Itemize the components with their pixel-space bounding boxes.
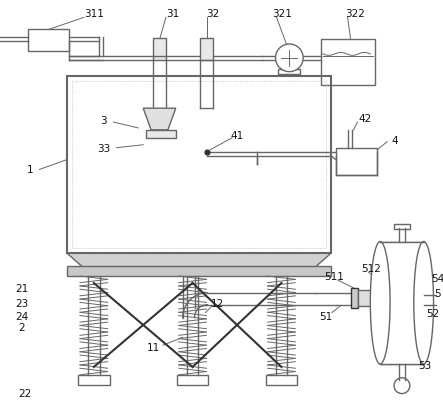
Text: 41: 41: [230, 130, 244, 141]
Text: 322: 322: [346, 9, 365, 19]
Text: 52: 52: [426, 308, 439, 318]
Text: 311: 311: [84, 9, 104, 19]
Ellipse shape: [370, 242, 390, 364]
Bar: [201, 39, 214, 61]
Text: 42: 42: [359, 114, 372, 124]
Text: 321: 321: [272, 9, 292, 19]
Bar: [321, 40, 375, 86]
Bar: [358, 290, 372, 306]
Bar: [380, 286, 388, 308]
Circle shape: [276, 45, 303, 72]
Bar: [67, 266, 331, 276]
Text: 24: 24: [15, 311, 28, 321]
Text: 1: 1: [26, 165, 33, 175]
Bar: [27, 30, 69, 52]
Text: 3: 3: [101, 116, 107, 126]
Bar: [146, 130, 176, 139]
Text: 5: 5: [434, 288, 441, 298]
Text: 33: 33: [97, 143, 110, 153]
Polygon shape: [143, 109, 176, 130]
Text: 53: 53: [418, 360, 431, 370]
Bar: [67, 77, 331, 254]
Polygon shape: [67, 254, 331, 269]
Bar: [78, 375, 109, 385]
Text: 12: 12: [210, 298, 224, 308]
Text: 23: 23: [15, 298, 28, 308]
Bar: [266, 375, 297, 385]
Text: 22: 22: [18, 388, 31, 398]
Bar: [72, 81, 326, 249]
Bar: [279, 70, 300, 75]
Text: 11: 11: [147, 342, 159, 352]
Bar: [177, 375, 208, 385]
Bar: [380, 242, 424, 364]
Bar: [153, 39, 166, 61]
Text: 4: 4: [392, 135, 398, 145]
Text: 54: 54: [431, 273, 443, 283]
Text: 51: 51: [319, 311, 333, 321]
Bar: [394, 224, 410, 229]
Text: 21: 21: [15, 283, 28, 293]
Text: 32: 32: [206, 9, 219, 19]
Bar: [350, 288, 358, 308]
Bar: [336, 148, 377, 176]
Bar: [380, 242, 424, 364]
Text: 2: 2: [19, 323, 25, 333]
Text: 31: 31: [166, 9, 179, 19]
Text: 512: 512: [361, 264, 381, 273]
Ellipse shape: [414, 242, 434, 364]
Text: 511: 511: [324, 271, 344, 281]
